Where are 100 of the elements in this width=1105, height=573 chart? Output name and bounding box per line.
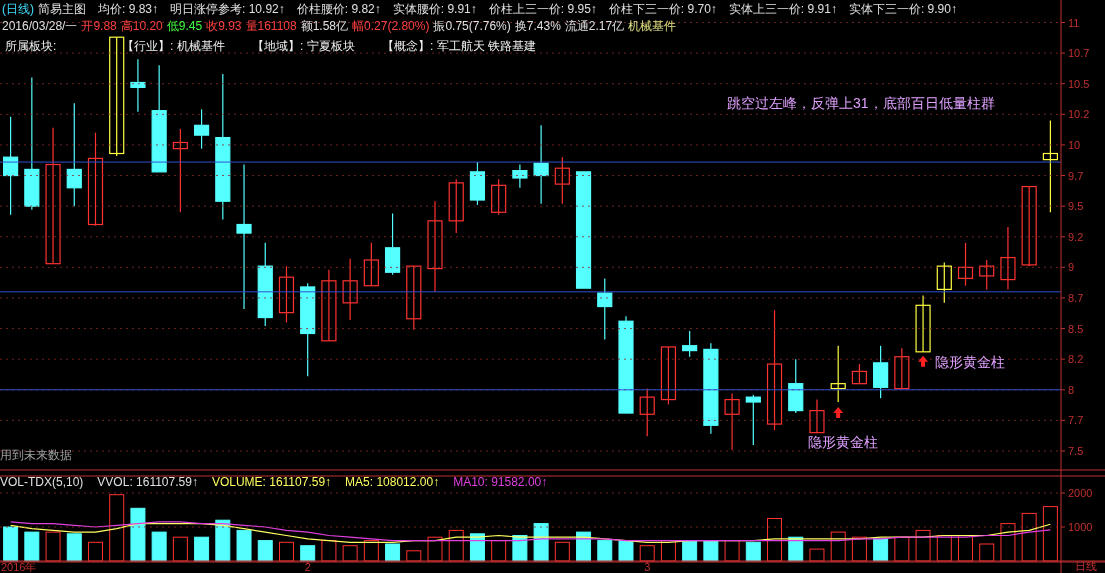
candlestick — [597, 277, 613, 341]
candlestick — [724, 392, 740, 451]
y-tick-label: 11 — [1068, 16, 1080, 29]
candlestick — [639, 387, 655, 437]
y-tick-label: 7.5 — [1068, 445, 1084, 457]
y-tick-label: 2000 — [1068, 487, 1093, 499]
candlestick — [87, 132, 104, 227]
annotation: 换7.43% — [514, 19, 562, 33]
candlestick — [427, 200, 443, 293]
candlestick — [745, 394, 761, 446]
y-tick-label: 10.7 — [1068, 47, 1090, 60]
candlestick — [979, 259, 995, 290]
chart-title: (日线) — [2, 2, 34, 16]
text: 明日涨停参考: 10.92↑ — [170, 2, 285, 16]
y-tick-label: 8.5 — [1068, 322, 1084, 335]
candlestick — [109, 36, 125, 157]
bar — [597, 540, 613, 562]
bar — [300, 545, 316, 562]
annotation: 【地域】: 宁夏板块 — [252, 39, 355, 53]
y-tick-label: 10.2 — [1068, 108, 1090, 121]
bar — [533, 523, 549, 562]
annotation: 隐形黄金柱 — [935, 353, 1006, 370]
bar — [915, 529, 931, 562]
bar — [109, 494, 125, 562]
text: 价柱腰价: 9.82↑ — [295, 2, 381, 16]
bar — [703, 540, 719, 562]
candlestick — [172, 128, 188, 213]
x-tick-label: 2016年 — [1, 561, 37, 573]
text: 实体腰价: 9.91↑ — [392, 2, 477, 16]
y-tick-label: 9.5 — [1068, 200, 1084, 213]
annotation: 收9.93 — [206, 19, 242, 33]
bar — [236, 529, 252, 562]
bar — [618, 540, 634, 562]
bar — [830, 531, 846, 562]
candlestick — [851, 363, 868, 385]
candlestick — [1021, 185, 1037, 267]
candlestick — [682, 330, 698, 358]
candlestick — [766, 309, 783, 431]
y-tick-label: 8 — [1068, 383, 1075, 396]
bar — [66, 533, 82, 562]
x-tick-label: 3 — [644, 561, 651, 573]
annotation: MA10: 91582.00↑ — [453, 475, 548, 489]
candlestick — [278, 265, 295, 324]
candlestick — [66, 102, 82, 207]
annotation: MA5: 108012.00↑ — [345, 475, 440, 489]
bar — [385, 543, 401, 562]
annotation: 额1.58亿 — [300, 19, 349, 33]
candlestick — [915, 294, 931, 353]
annotation: 机械基件 — [628, 19, 677, 33]
candlestick — [957, 242, 974, 287]
candlestick — [1042, 119, 1058, 213]
annotation: 开9.88 — [81, 19, 118, 33]
candlestick — [533, 124, 549, 205]
candlestick — [830, 345, 846, 403]
annotation: 量161108 — [245, 19, 297, 33]
annotation: 跳空过左峰，反弹上31，底部百日低量柱群 — [727, 95, 995, 111]
y-tick-label: 10.5 — [1068, 77, 1090, 90]
annotation: 流通2.17亿 — [564, 19, 625, 33]
y-tick-label: 7.7 — [1068, 414, 1084, 427]
bar — [194, 536, 210, 562]
y-tick-label: 8.2 — [1068, 353, 1084, 366]
y-tick-label: 9 — [1068, 261, 1075, 274]
candlestick — [45, 127, 61, 265]
bar — [427, 536, 443, 562]
bar — [3, 526, 19, 562]
annotation: 振0.75(7.76%) — [433, 19, 511, 33]
y-tick-label: 1000 — [1068, 521, 1093, 533]
annotation: VOL-TDX(5,10) — [0, 475, 84, 489]
bar — [1021, 512, 1037, 562]
candlestick — [130, 58, 146, 113]
bar — [767, 518, 783, 562]
text: 均价: 9.83↑ — [97, 2, 159, 16]
candlestick — [512, 163, 528, 189]
bar — [342, 545, 358, 562]
candlestick — [448, 178, 464, 234]
candlestick — [193, 108, 210, 150]
annotation: 幅0.27(2.80%) — [352, 19, 430, 33]
annotation: 隐形黄金柱 — [808, 434, 879, 450]
bar — [130, 507, 146, 562]
bar — [745, 541, 761, 562]
chart-subtitle: 简易主图 — [38, 2, 86, 16]
x-tick-label: 2 — [304, 561, 311, 573]
y-tick-label: 10 — [1068, 138, 1081, 151]
text: 价柱上三一价: 9.95↑ — [487, 2, 597, 16]
candlestick — [554, 156, 570, 205]
annotation: 所属板块: — [5, 39, 57, 53]
candlestick — [236, 163, 252, 310]
annotation: 用到未来数据 — [0, 448, 72, 462]
bar — [1000, 523, 1016, 562]
bar — [512, 535, 528, 562]
text: 实体下三一价: 9.90↑ — [848, 2, 957, 16]
candlestick — [894, 347, 910, 390]
candlestick — [321, 269, 337, 342]
bar — [24, 531, 40, 562]
y-tick-label: 9.7 — [1068, 169, 1084, 182]
candlestick — [363, 242, 379, 287]
candlestick — [342, 258, 358, 321]
bar — [151, 531, 167, 562]
candlestick — [660, 346, 677, 406]
bar — [448, 529, 464, 562]
